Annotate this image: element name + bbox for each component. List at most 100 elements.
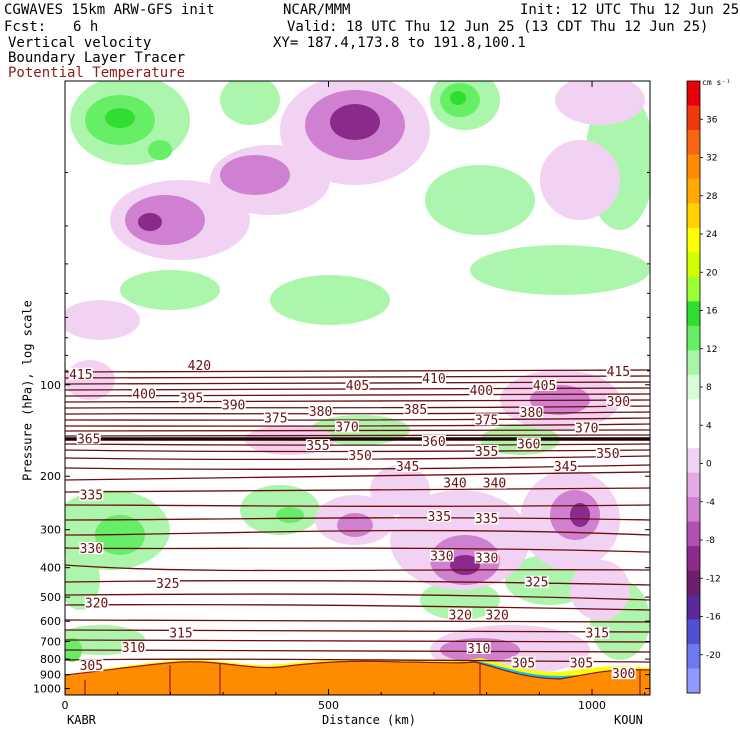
theta-label: 330	[475, 551, 498, 566]
colorbar-swatch	[687, 81, 700, 106]
theta-label: 315	[586, 627, 609, 642]
theta-label: 305	[80, 659, 103, 674]
x-tick-label: 1000	[578, 699, 606, 712]
colorbar-swatch	[687, 399, 700, 425]
y-tick-label: 100	[40, 379, 61, 392]
field-vertical-velocity: Vertical velocity	[8, 35, 152, 51]
colorbar-swatch	[687, 227, 700, 253]
colorbar-swatch	[687, 448, 700, 474]
colorbar-swatch	[687, 595, 700, 621]
colorbar-swatch	[687, 154, 700, 180]
theta-label-bg	[79, 542, 104, 555]
theta-label: 400	[470, 384, 493, 399]
theta-label-bg	[474, 512, 499, 525]
theta-label-bg	[305, 439, 330, 452]
org-label: NCAR/MMM	[283, 2, 351, 18]
y-tick-label: 400	[40, 562, 61, 575]
colorbar-swatch	[687, 178, 700, 204]
theta-label: 320	[85, 596, 108, 611]
theta-label-bg	[421, 434, 446, 447]
x-axis: 0 500 1000	[62, 81, 646, 712]
theta-label-bg	[516, 437, 541, 450]
forecast-hour: 6 h	[73, 19, 99, 35]
colorbar-swatch	[687, 301, 700, 327]
valid-time: Valid: 18 UTC Thu 12 Jun 25 (13 CDT Thu …	[287, 19, 709, 35]
theta-label: 390	[222, 398, 245, 413]
boundary-layer-tracer	[65, 658, 650, 695]
theta-label: 370	[575, 421, 598, 436]
x-axis-label: Distance (km)	[322, 713, 416, 727]
theta-label-bg	[403, 402, 428, 415]
colorbar-swatch	[687, 644, 700, 670]
colorbar-swatch	[687, 276, 700, 302]
theta-label: 345	[396, 460, 419, 475]
colorbar-label: 16	[706, 307, 718, 317]
theta-label-bg	[606, 364, 631, 377]
colorbar-swatch	[687, 203, 700, 229]
theta-label: 320	[485, 608, 508, 623]
colorbar-label: -20	[706, 651, 721, 661]
theta-label-bg	[348, 448, 373, 461]
theta-label: 380	[520, 406, 543, 421]
plot-frame	[64, 80, 651, 696]
theta-label-bg	[532, 378, 557, 391]
colorbar-label: 24	[706, 230, 718, 240]
field-boundary-layer: Boundary Layer Tracer	[8, 50, 186, 66]
theta-label-bg	[469, 383, 494, 396]
colorbar-swatch	[687, 546, 700, 572]
theta-label-bg	[519, 406, 544, 419]
theta-label: 410	[422, 372, 445, 387]
theta-label: 375	[475, 413, 498, 428]
colorbar-swatch	[687, 619, 700, 645]
theta-label: 420	[188, 359, 211, 374]
theta-label-bg	[474, 444, 499, 457]
theta-label: 380	[309, 405, 332, 420]
theta-label-bg	[168, 626, 193, 639]
theta-label-bg	[155, 577, 180, 590]
colorbar-swatch	[687, 423, 700, 449]
theta-label-bg	[395, 459, 420, 472]
theta-label: 305	[512, 656, 535, 671]
theta-label-bg	[68, 367, 93, 380]
theta-label: 335	[475, 512, 498, 527]
colorbar-swatch	[687, 570, 700, 596]
colorbar-swatch	[687, 497, 700, 523]
theta-label: 415	[607, 365, 630, 380]
x-start-station: KABR	[67, 713, 96, 727]
theta-label: 375	[264, 411, 287, 426]
y-tick-label: 300	[40, 524, 61, 537]
theta-label-bg	[485, 608, 510, 621]
theta-label: 395	[180, 391, 203, 406]
theta-label: 315	[169, 627, 192, 642]
colorbar-label: 12	[706, 345, 717, 355]
theta-label: 325	[525, 576, 548, 591]
theta-label: 400	[132, 388, 155, 403]
theta-label-bg	[345, 378, 370, 391]
colorbar-label: 20	[706, 268, 718, 278]
colorbar-label: 28	[706, 192, 718, 202]
theta-label: 310	[467, 642, 490, 657]
theta-label: 360	[422, 435, 445, 450]
theta-label-bg	[524, 575, 549, 588]
theta-label-bg	[84, 596, 109, 609]
colorbar-swatch	[687, 105, 700, 131]
x-tick-label: 500	[318, 699, 339, 712]
theta-label: 310	[122, 641, 145, 656]
colorbar-label: 8	[706, 383, 712, 393]
theta-label-bg	[79, 488, 104, 501]
theta-label-bg	[574, 421, 599, 434]
theta-label-bg	[427, 509, 452, 522]
colorbar-label: 32	[706, 154, 717, 164]
model-title: CGWAVES 15km ARW-GFS init	[4, 2, 215, 18]
colorbar-label: -4	[706, 498, 715, 508]
theta-label: 390	[607, 395, 630, 410]
theta-label-bg	[76, 432, 101, 445]
theta-label: 300	[612, 667, 635, 682]
y-tick-label: 800	[40, 653, 61, 666]
field-potential-temperature: Potential Temperature	[8, 65, 186, 81]
theta-label: 330	[80, 542, 103, 557]
theta-label-bg	[585, 626, 610, 639]
y-tick-label: 600	[40, 615, 61, 628]
colorbar-label: 36	[706, 115, 718, 125]
